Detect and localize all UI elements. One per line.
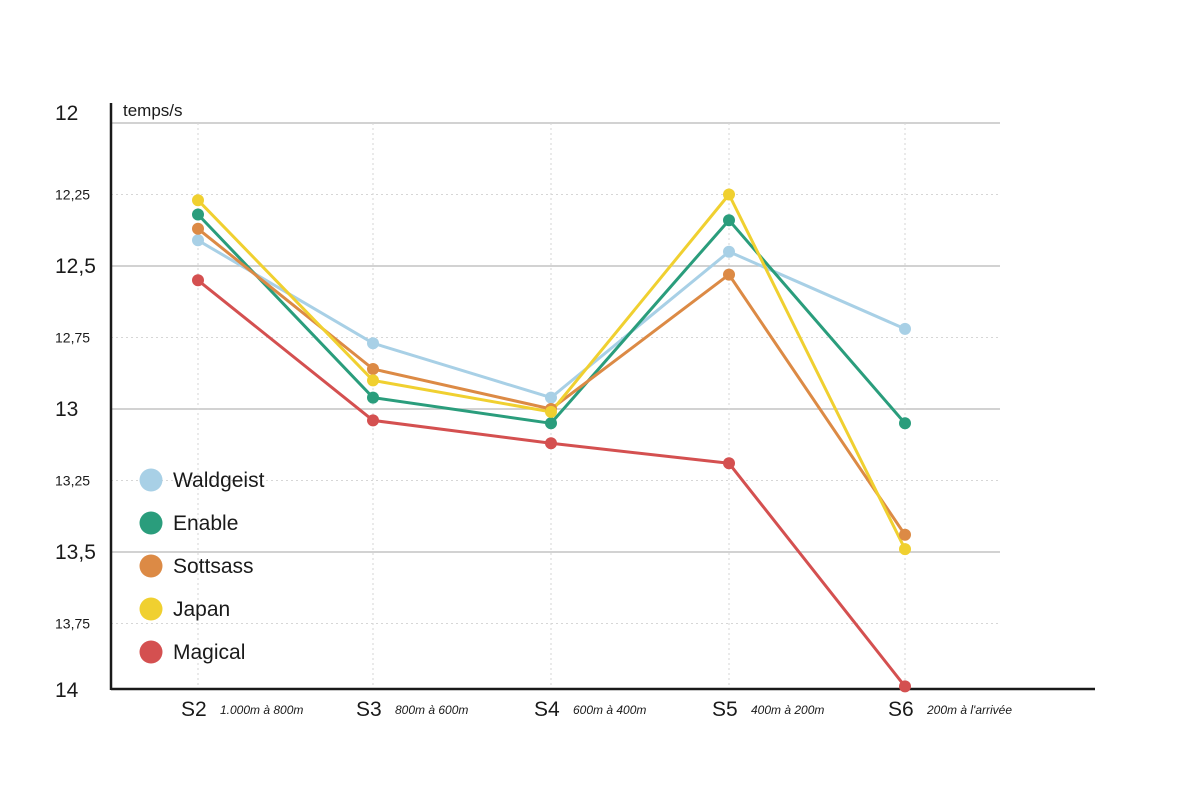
data-point-enable bbox=[367, 391, 379, 404]
gridlines bbox=[111, 122, 1000, 624]
data-point-waldgeist bbox=[899, 322, 911, 335]
data-point-magical bbox=[545, 437, 557, 450]
x-tick-labels: S2 1.000m à 800m S3 800m à 600m S4 600m à 400… bbox=[181, 698, 1012, 721]
data-point-waldgeist bbox=[367, 337, 379, 350]
data-point-enable bbox=[545, 417, 557, 430]
data-point-waldgeist bbox=[723, 245, 735, 258]
data-point-japan bbox=[899, 543, 911, 556]
x-tick-label: S3 bbox=[356, 698, 382, 721]
y-tick-label: 12,25 bbox=[55, 187, 90, 203]
y-axis-label: temps/s bbox=[123, 101, 183, 120]
legend-swatch-enable bbox=[139, 511, 163, 535]
y-tick-label: 12 bbox=[55, 102, 78, 125]
series-points bbox=[192, 188, 911, 693]
legend-label-waldgeist: Waldgeist bbox=[173, 469, 265, 492]
y-tick-label: 13,25 bbox=[55, 473, 90, 489]
legend-label-enable: Enable bbox=[173, 512, 238, 535]
data-point-magical bbox=[367, 414, 379, 427]
x-tick-label: S5 bbox=[712, 698, 738, 721]
legend-swatch-sottsass bbox=[139, 554, 163, 578]
legend-label-sottsass: Sottsass bbox=[173, 555, 254, 578]
y-tick-label: 13 bbox=[55, 398, 78, 421]
legend-swatch-waldgeist bbox=[139, 468, 163, 492]
x-tick-sublabel: 400m à 200m bbox=[751, 703, 824, 717]
x-tick-label: S2 bbox=[181, 698, 207, 721]
data-point-magical bbox=[899, 680, 911, 693]
y-tick-labels: 12 12,25 12,5 12,75 13 13,25 13,5 13,75 14 bbox=[55, 102, 96, 702]
y-tick-label: 14 bbox=[55, 679, 79, 702]
y-tick-label: 12,5 bbox=[55, 255, 96, 278]
data-point-japan bbox=[723, 188, 735, 201]
y-tick-label: 12,75 bbox=[55, 330, 90, 346]
data-point-sottsass bbox=[192, 222, 204, 235]
x-tick-label: S6 bbox=[888, 698, 914, 721]
data-point-sottsass bbox=[899, 528, 911, 541]
data-point-waldgeist bbox=[545, 391, 557, 404]
data-point-japan bbox=[192, 194, 204, 207]
y-tick-label: 13,75 bbox=[55, 616, 90, 632]
legend-label-magical: Magical bbox=[173, 641, 245, 664]
x-tick-sublabel: 1.000m à 800m bbox=[220, 703, 303, 717]
x-tick-sublabel: 200m à l'arrivée bbox=[926, 703, 1012, 717]
data-point-enable bbox=[899, 417, 911, 430]
axes bbox=[109, 103, 1095, 691]
data-point-sottsass bbox=[723, 268, 735, 281]
legend: Waldgeist Enable Sottsass Japan Magical bbox=[139, 468, 265, 664]
legend-label-japan: Japan bbox=[173, 598, 230, 621]
legend-swatch-japan bbox=[139, 597, 163, 621]
x-tick-label: S4 bbox=[534, 698, 560, 721]
data-point-waldgeist bbox=[192, 234, 204, 247]
y-tick-label: 13,5 bbox=[55, 541, 96, 564]
data-point-sottsass bbox=[367, 363, 379, 375]
x-tick-sublabel: 600m à 400m bbox=[573, 703, 646, 717]
vertical-gridlines bbox=[197, 123, 906, 689]
data-point-enable bbox=[723, 214, 735, 227]
data-point-japan bbox=[545, 405, 557, 418]
data-point-magical bbox=[192, 274, 204, 287]
x-tick-sublabel: 800m à 600m bbox=[395, 703, 468, 717]
data-point-enable bbox=[192, 208, 204, 221]
data-point-japan bbox=[367, 374, 379, 387]
legend-swatch-magical bbox=[139, 640, 163, 664]
data-point-magical bbox=[723, 457, 735, 470]
series-line-japan bbox=[196, 193, 907, 551]
